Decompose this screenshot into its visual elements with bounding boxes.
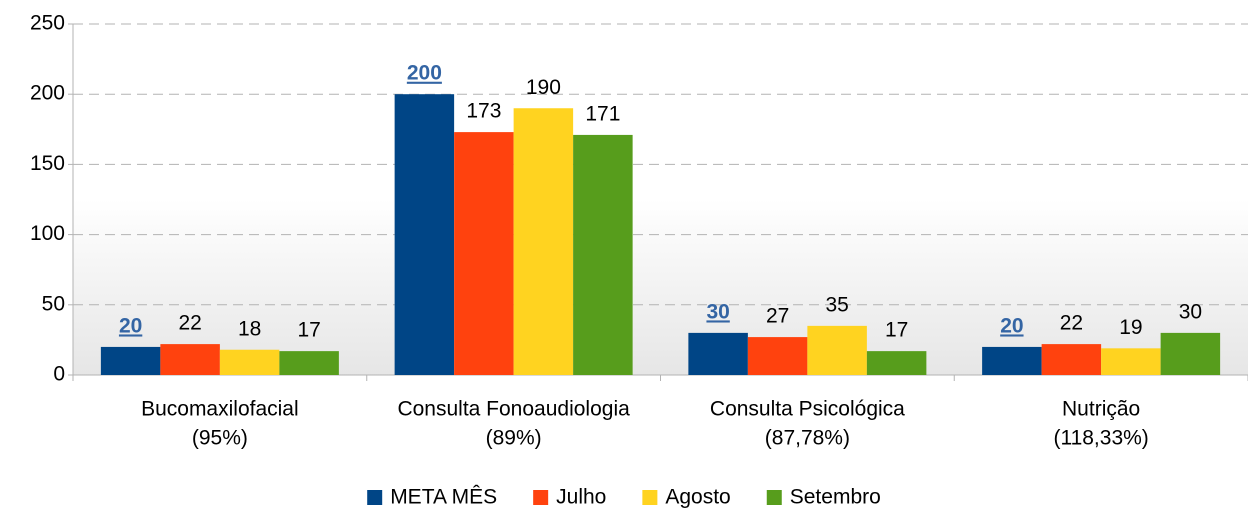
bar xyxy=(513,108,574,376)
value-label: 17 xyxy=(297,319,320,342)
value-label: 190 xyxy=(526,76,561,99)
bar xyxy=(454,132,514,375)
bar xyxy=(219,349,280,375)
value-label: 22 xyxy=(178,312,201,335)
value-label: 20 xyxy=(1000,314,1023,337)
value-label: 200 xyxy=(407,62,442,85)
bar xyxy=(100,346,161,375)
y-tick-label: 150 xyxy=(30,152,65,175)
y-tick-label: 100 xyxy=(30,222,65,245)
value-label: 27 xyxy=(766,305,789,328)
legend-swatch xyxy=(642,490,658,505)
value-label: 171 xyxy=(585,102,620,125)
x-tick-label: (118,33%) xyxy=(1053,427,1148,450)
bar xyxy=(747,337,808,375)
legend-swatch xyxy=(367,490,383,505)
x-tick-label: (95%) xyxy=(192,427,248,450)
x-tick-label: Consulta Fonoaudiologia xyxy=(397,398,630,421)
y-tick-label: 50 xyxy=(42,292,65,315)
value-label: 17 xyxy=(885,319,908,342)
value-label: 30 xyxy=(1179,300,1202,323)
bar xyxy=(1041,344,1102,375)
value-label: 19 xyxy=(1119,316,1142,339)
bar xyxy=(279,351,339,375)
legend-label: Setembro xyxy=(790,486,881,509)
x-tick-label: Consulta Psicológica xyxy=(710,398,905,421)
y-tick-label: 250 xyxy=(30,12,65,35)
legend-label: META MÊS xyxy=(390,486,497,509)
legend-swatch xyxy=(766,490,782,505)
x-tick-label: (89%) xyxy=(486,427,542,450)
x-tick-label: Bucomaxilofacial xyxy=(141,398,299,421)
plot-area xyxy=(73,24,1248,375)
x-tick-label: (87,78%) xyxy=(765,427,850,450)
value-label: 30 xyxy=(706,300,729,323)
value-label: 173 xyxy=(466,100,501,123)
value-label: 22 xyxy=(1060,312,1083,335)
legend-label: Agosto xyxy=(665,486,730,509)
legend-label: Julho xyxy=(556,486,606,509)
bar xyxy=(866,351,927,375)
bar xyxy=(1101,348,1161,375)
bar xyxy=(1160,332,1221,375)
y-tick-label: 200 xyxy=(30,82,65,105)
bar xyxy=(807,325,867,375)
y-tick-label: 0 xyxy=(53,363,65,386)
bar xyxy=(982,346,1042,375)
x-tick-label: Nutrição xyxy=(1062,398,1140,421)
value-label: 18 xyxy=(238,317,261,340)
bar xyxy=(573,134,633,375)
bar xyxy=(688,332,748,375)
bar xyxy=(394,94,455,375)
value-label: 20 xyxy=(119,314,142,337)
legend-swatch xyxy=(533,490,549,505)
bar xyxy=(160,344,220,375)
value-label: 35 xyxy=(825,293,848,316)
